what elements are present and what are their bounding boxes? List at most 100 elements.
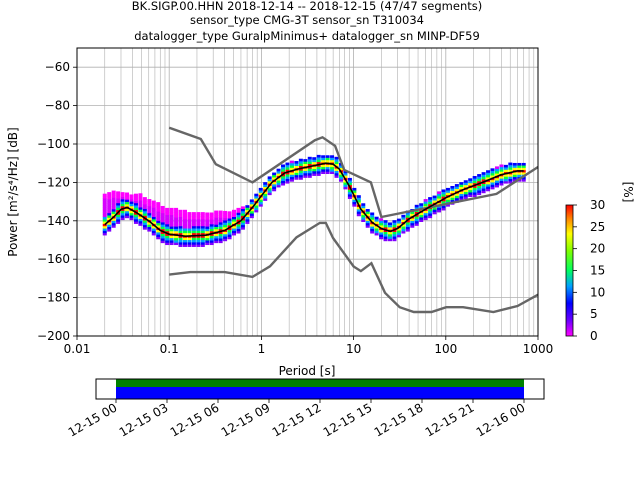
heatmap-cell (486, 174, 491, 178)
heatmap-cell (174, 226, 179, 229)
heatmap-cell (187, 212, 192, 215)
heatmap-cell (414, 218, 419, 222)
heatmap-cell (102, 195, 107, 199)
noise-model-nlnm (169, 221, 539, 314)
heatmap-cell (352, 201, 357, 205)
x-axis-ticks: 0.01 0.1 1 10 100 1000 (64, 336, 553, 356)
heatmap-cell (191, 244, 196, 247)
heatmap-cell (214, 224, 219, 227)
heatmap-cell (147, 215, 152, 218)
heatmap-cell (120, 201, 125, 204)
heatmap-cell (245, 205, 250, 208)
heatmap-cell (214, 217, 219, 221)
heatmap-cell (111, 197, 116, 201)
heatmap-cell (414, 211, 419, 215)
heatmap-cell (370, 228, 375, 232)
heatmap-cell (107, 222, 112, 225)
heatmap-cell (494, 166, 499, 170)
heatmap-cell (450, 190, 455, 194)
heatmap-cell (494, 168, 499, 172)
heatmap-cell (468, 192, 473, 195)
heatmap-cell (240, 213, 245, 216)
heatmap-cell (272, 188, 277, 192)
heatmap-cell (200, 216, 205, 220)
heatmap-cell (396, 218, 401, 222)
heatmap-cell (365, 213, 370, 217)
heatmap-cell (508, 178, 513, 182)
heatmap-cell (111, 206, 116, 210)
heatmap-cell (303, 159, 308, 162)
heatmap-cell (517, 172, 522, 175)
heatmap-cell (419, 205, 424, 209)
heatmap-cell (156, 209, 161, 212)
heatmap-cell (356, 195, 361, 198)
heatmap-cell (272, 174, 277, 178)
y-tick-label: −180 (37, 291, 70, 305)
heatmap-cell (165, 242, 170, 246)
heatmap-cell (294, 170, 299, 173)
heatmap-cell (490, 172, 495, 176)
heatmap-cell (160, 212, 165, 216)
heatmap-cell (454, 184, 459, 187)
heatmap-cell (147, 203, 152, 207)
heatmap-cell (205, 214, 210, 218)
heatmap-cell (454, 193, 459, 196)
heatmap-cell (383, 231, 388, 235)
heatmap-cell (182, 228, 187, 231)
heatmap-cell (361, 205, 366, 209)
heatmap-cell (499, 180, 504, 184)
heatmap-cell (494, 184, 499, 188)
heatmap-cell (468, 180, 473, 184)
heatmap-cell (232, 209, 237, 213)
heatmap-cell (205, 224, 210, 227)
heatmap-cell (227, 218, 232, 221)
colorbar-tick-label: 25 (590, 220, 605, 234)
heatmap-cell (151, 230, 156, 234)
heatmap-cell (187, 223, 192, 227)
heatmap-cell (102, 207, 107, 211)
heatmap-cell (343, 170, 348, 174)
heatmap-cell (142, 208, 147, 212)
heatmap-cell (196, 212, 201, 215)
heatmap-cell (142, 204, 147, 207)
heatmap-cell (298, 163, 303, 166)
heatmap-cell (347, 191, 352, 195)
heatmap-cell (477, 178, 482, 182)
heatmap-cell (169, 240, 174, 243)
heatmap-cell (200, 212, 205, 215)
heatmap-cell (499, 178, 504, 181)
heatmap-cell (200, 242, 205, 245)
heatmap-cell (214, 215, 219, 218)
heatmap-cell (133, 198, 138, 201)
heatmap-cell (120, 215, 125, 218)
heatmap-cell (165, 235, 170, 239)
heatmap-cell (321, 159, 326, 163)
heatmap-cell (165, 221, 170, 225)
heatmap-cell (347, 177, 352, 181)
heatmap-cell (512, 165, 517, 168)
heatmap-cell (102, 209, 107, 213)
heatmap-cell (441, 207, 446, 211)
heatmap-cell (169, 207, 174, 211)
heatmap-cell (120, 196, 125, 200)
heatmap-cell (254, 207, 259, 211)
heatmap-cell (401, 228, 406, 232)
heatmap-cell (392, 231, 397, 235)
heatmap-cell (102, 193, 107, 197)
heatmap-cell (334, 163, 339, 167)
heatmap-cell (521, 172, 526, 175)
heatmap-cell (223, 238, 228, 242)
heatmap-cell (463, 191, 468, 195)
heatmap-cell (321, 164, 326, 168)
heatmap-cell (281, 164, 286, 168)
colorbar: 0 5 10 15 20 25 30 [%] (565, 182, 635, 343)
heatmap-cell (414, 220, 419, 224)
heatmap-cell (191, 239, 196, 243)
heatmap-cell (160, 240, 165, 244)
heatmap-cell (218, 224, 223, 227)
heatmap-cell (330, 166, 335, 170)
coverage-tick-label: 12-15 09 (219, 400, 273, 439)
heatmap-cell (374, 219, 379, 222)
heatmap-cell (365, 225, 370, 228)
